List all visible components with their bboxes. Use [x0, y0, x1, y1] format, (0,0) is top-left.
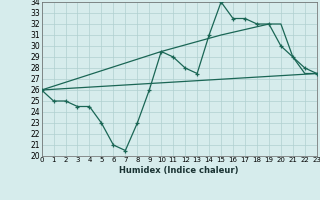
- X-axis label: Humidex (Indice chaleur): Humidex (Indice chaleur): [119, 166, 239, 175]
